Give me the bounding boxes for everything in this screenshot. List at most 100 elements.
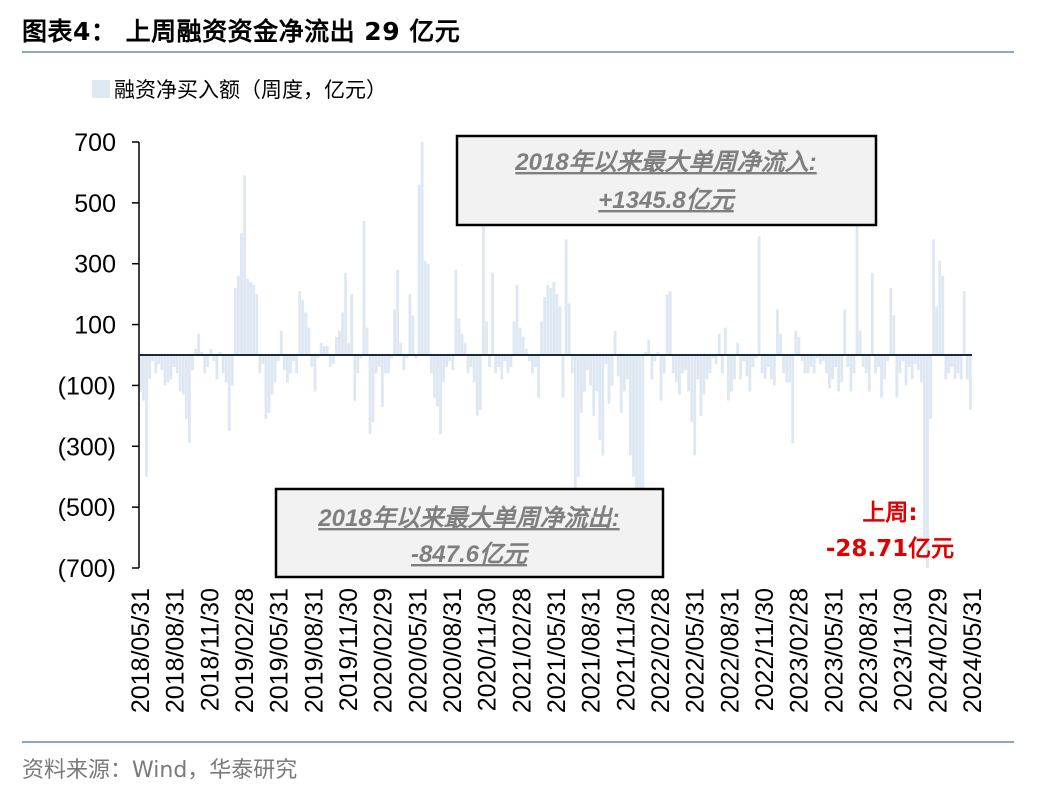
bar bbox=[408, 294, 412, 355]
bar bbox=[374, 355, 378, 374]
bar bbox=[494, 355, 498, 374]
bar bbox=[803, 355, 807, 374]
bar bbox=[898, 355, 902, 374]
bar bbox=[292, 355, 295, 362]
bar bbox=[785, 355, 789, 383]
y-tick-label: 100 bbox=[74, 312, 116, 340]
bar bbox=[772, 355, 776, 386]
bar bbox=[610, 355, 614, 386]
x-tick-label: 2023/05/31 bbox=[820, 588, 848, 713]
bar bbox=[203, 355, 207, 374]
bar bbox=[218, 351, 222, 355]
bar bbox=[953, 355, 957, 380]
bar bbox=[797, 336, 801, 355]
bar bbox=[503, 355, 507, 362]
bar bbox=[791, 355, 795, 444]
bar bbox=[485, 321, 488, 355]
bar bbox=[616, 355, 620, 377]
bar bbox=[632, 355, 635, 477]
bar bbox=[518, 327, 522, 355]
bar bbox=[760, 355, 764, 374]
bar bbox=[531, 355, 534, 374]
legend-swatch bbox=[92, 80, 110, 98]
bar bbox=[815, 355, 819, 359]
x-tick-label: 2024/02/29 bbox=[924, 588, 952, 713]
bar bbox=[794, 330, 798, 355]
bar bbox=[901, 355, 905, 362]
x-tick-label: 2023/08/31 bbox=[855, 588, 883, 713]
bar bbox=[641, 355, 645, 568]
bar bbox=[877, 355, 880, 368]
bar bbox=[846, 355, 850, 368]
bar bbox=[463, 342, 467, 355]
bar bbox=[834, 355, 838, 368]
bar bbox=[693, 355, 697, 456]
bar bbox=[745, 355, 749, 377]
legend: 融资净买入额（周度，亿元） bbox=[92, 78, 387, 102]
bar bbox=[279, 330, 283, 355]
footer-divider bbox=[22, 741, 1014, 743]
x-tick-label: 2019/05/31 bbox=[266, 588, 294, 713]
max-outflow-line2: -847.6亿元 bbox=[411, 541, 530, 568]
y-tick-label: (500) bbox=[58, 494, 116, 522]
bar bbox=[301, 300, 305, 355]
bar bbox=[763, 355, 767, 380]
bar bbox=[420, 142, 424, 355]
x-tick-label: 2024/05/31 bbox=[959, 588, 987, 713]
bar bbox=[604, 355, 608, 365]
bar bbox=[776, 309, 779, 355]
bar bbox=[696, 355, 700, 380]
bar bbox=[546, 285, 550, 355]
bar bbox=[537, 355, 540, 398]
x-tick-label: 2019/08/31 bbox=[300, 588, 328, 713]
bar bbox=[371, 355, 375, 422]
bar bbox=[647, 339, 651, 355]
bar bbox=[828, 355, 831, 389]
x-tick-label: 2022/02/28 bbox=[647, 588, 675, 713]
bar bbox=[221, 355, 225, 374]
bar bbox=[414, 355, 418, 359]
bar bbox=[684, 355, 687, 371]
x-tick-label: 2022/05/31 bbox=[682, 588, 710, 713]
x-tick-label: 2018/08/31 bbox=[162, 588, 190, 713]
bar bbox=[825, 355, 828, 374]
bar bbox=[491, 272, 495, 355]
bar bbox=[935, 306, 939, 355]
bar bbox=[858, 330, 862, 355]
bar bbox=[818, 355, 822, 365]
bar bbox=[482, 221, 485, 355]
bar bbox=[445, 355, 449, 368]
bar bbox=[240, 233, 243, 355]
bar bbox=[521, 336, 525, 355]
bar bbox=[886, 355, 890, 362]
bar bbox=[852, 355, 856, 374]
bar bbox=[142, 355, 145, 401]
bar bbox=[209, 348, 213, 355]
bar bbox=[310, 355, 314, 368]
bar bbox=[258, 355, 262, 374]
bar bbox=[941, 275, 945, 355]
bar bbox=[466, 355, 470, 374]
bar bbox=[460, 333, 464, 355]
bar bbox=[328, 355, 332, 368]
bar bbox=[154, 355, 158, 374]
bar bbox=[638, 355, 642, 499]
max-inflow-box bbox=[455, 134, 878, 227]
bar bbox=[598, 355, 602, 441]
bar bbox=[552, 281, 556, 355]
bar bbox=[377, 355, 381, 368]
bar bbox=[665, 294, 669, 355]
bar bbox=[702, 355, 706, 395]
bar bbox=[671, 355, 675, 374]
bar bbox=[188, 355, 191, 444]
bar bbox=[380, 355, 384, 407]
bar bbox=[172, 355, 176, 368]
bar bbox=[439, 355, 442, 435]
max-outflow-line1: 2018年以来最大单周净流出: bbox=[317, 505, 619, 532]
bar bbox=[139, 355, 142, 392]
bar bbox=[690, 355, 694, 422]
bar bbox=[736, 342, 740, 355]
bar bbox=[442, 355, 446, 383]
bar bbox=[451, 355, 455, 371]
x-tick-label: 2019/02/28 bbox=[231, 588, 259, 713]
